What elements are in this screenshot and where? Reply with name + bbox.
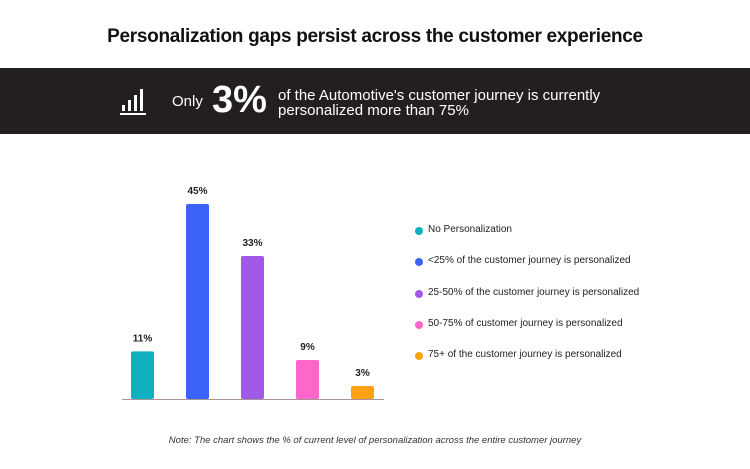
bar [351, 386, 374, 399]
data-label: 9% [300, 342, 315, 353]
legend: No Personalization <25% of the customer j… [415, 224, 639, 380]
data-label: 33% [242, 238, 262, 249]
banner-highlight: 3% [212, 79, 267, 121]
legend-item: 50-75% of customer journey is personaliz… [415, 318, 639, 349]
legend-item: No Personalization [415, 224, 639, 255]
bar [131, 351, 154, 399]
legend-swatch [415, 258, 423, 267]
data-label: 45% [187, 186, 207, 197]
legend-item: <25% of the customer journey is personal… [415, 255, 639, 286]
legend-swatch [415, 227, 423, 235]
legend-item: 25-50% of the customer journey is person… [415, 287, 639, 318]
banner-prefix: Only [172, 93, 203, 110]
bar [241, 256, 264, 399]
legend-swatch [415, 352, 423, 361]
chart-note: Note: The chart shows the % of current l… [168, 435, 582, 446]
bar [296, 360, 319, 399]
bar-chart-icon [120, 89, 146, 115]
legend-label: 75+ of the customer journey is personali… [428, 349, 622, 361]
legend-label: No Personalization [428, 224, 512, 235]
legend-swatch [415, 289, 423, 298]
bar [186, 204, 209, 399]
legend-item: 75+ of the customer journey is personali… [415, 349, 639, 380]
legend-label: 50-75% of customer journey is personaliz… [428, 317, 623, 329]
legend-label: 25-50% of the customer journey is person… [428, 286, 640, 298]
legend-label: <25% of the customer journey is personal… [428, 255, 631, 267]
banner-message: of the Automotive's customer journey is … [278, 87, 601, 119]
highlight-banner: Only 3% of the Automotive's customer jou… [0, 68, 750, 134]
page-title: Personalization gaps persist across the … [107, 26, 643, 47]
data-label: 11% [133, 333, 153, 344]
legend-swatch [415, 320, 423, 329]
data-label: 3% [355, 368, 370, 379]
